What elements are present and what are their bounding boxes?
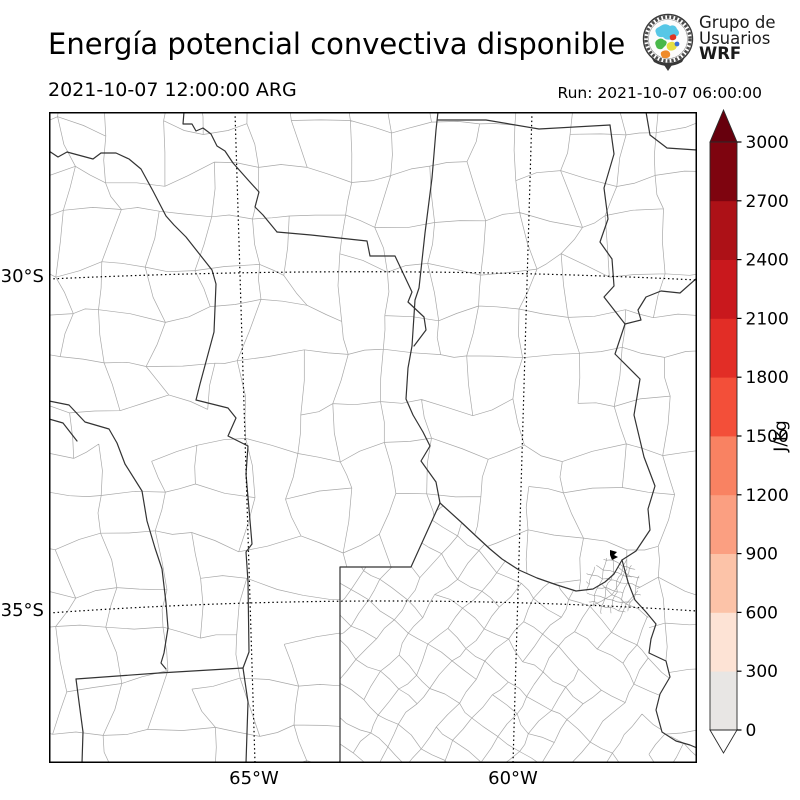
valid-time-label: 2021-10-07 12:00:00 ARG bbox=[48, 79, 297, 101]
x-tick-label: 65°W bbox=[229, 768, 279, 789]
colorbar-tick-label: 3000 bbox=[746, 133, 789, 153]
colorbar-segment bbox=[710, 671, 737, 731]
figure-title: Energía potencial convectiva disponible bbox=[48, 27, 626, 61]
province-borders bbox=[49, 112, 697, 763]
gridline-65w bbox=[234, 112, 256, 763]
colorbar-segment bbox=[710, 318, 737, 378]
colorbar-tick-label: 600 bbox=[746, 603, 778, 623]
gridline-60w bbox=[512, 112, 533, 763]
colorbar-tick-label: 0 bbox=[746, 721, 757, 741]
colorbar-segment bbox=[710, 553, 737, 613]
x-tick-label: 60°W bbox=[488, 768, 538, 789]
graticule-gridlines bbox=[49, 112, 697, 763]
logo-text-line3: WRF bbox=[699, 44, 742, 63]
colorbar-segment bbox=[710, 612, 737, 672]
colorbar-tick-label: 1800 bbox=[746, 368, 789, 388]
department-boundaries bbox=[49, 112, 697, 763]
logo-text-line2: Usuarios bbox=[699, 28, 771, 48]
y-tick-label: 35°S bbox=[0, 600, 44, 621]
colorbar-segment bbox=[710, 259, 737, 319]
map-plot bbox=[49, 112, 697, 763]
parana-delta-mark bbox=[610, 550, 618, 560]
map-frame bbox=[49, 112, 697, 763]
colorbar-tick-label: 2700 bbox=[746, 192, 789, 212]
colorbar-tick-label: 900 bbox=[746, 545, 778, 565]
wrf-users-emblem-icon bbox=[642, 13, 694, 71]
colorbar-tick-label: 300 bbox=[746, 662, 778, 682]
colorbar-tick-label: 1200 bbox=[746, 486, 789, 506]
logo-text-line1: Grupo de bbox=[699, 13, 776, 32]
colorbar-unit-label: J/kg bbox=[771, 420, 791, 452]
gridline-35s bbox=[49, 600, 697, 614]
run-time-label: Run: 2021-10-07 06:00:00 bbox=[557, 84, 763, 102]
colorbar-segment bbox=[710, 377, 737, 437]
colorbar-segment bbox=[710, 200, 737, 260]
colorbar-tick-label: 2100 bbox=[746, 309, 789, 329]
colorbar-tick-label: 2400 bbox=[746, 251, 789, 271]
colorbar-over-arrow bbox=[709, 108, 738, 143]
gridline-30s bbox=[49, 271, 697, 281]
colorbar-segment bbox=[710, 142, 737, 202]
colorbar-under-arrow bbox=[709, 729, 738, 754]
colorbar-tick-label: 1500 bbox=[746, 427, 789, 447]
wrf-users-logo: Grupo de Usuarios WRF bbox=[641, 13, 775, 71]
y-tick-label: 30°S bbox=[0, 266, 44, 287]
map-canvas bbox=[49, 112, 697, 763]
colorbar: 0 300 600 900 1200 1500 1800 2100 2400 2700 3000 bbox=[706, 108, 800, 764]
colorbar-segment bbox=[710, 436, 737, 496]
colorbar-segment bbox=[710, 494, 737, 554]
